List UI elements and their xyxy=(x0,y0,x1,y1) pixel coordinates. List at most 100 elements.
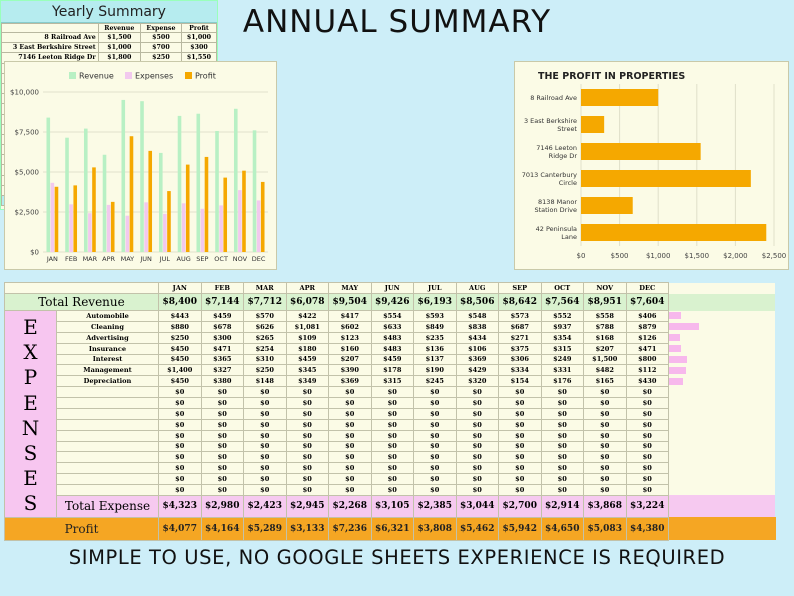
bar-profit xyxy=(185,164,190,252)
total-expense-cell: $3,105 xyxy=(370,494,414,518)
expense-cell: $349 xyxy=(285,375,329,388)
expense-category-label: Depreciation xyxy=(56,375,159,388)
total-expense-cell: $2,268 xyxy=(328,494,372,518)
bar-profit xyxy=(129,136,134,252)
revenue-cell: $8,951 xyxy=(583,293,627,311)
category-label: 8 Railroad Ave xyxy=(530,94,577,102)
expense-cell: $1,500 xyxy=(583,353,627,366)
expense-cell: $0 xyxy=(370,397,414,409)
expense-cell: $471 xyxy=(625,342,669,355)
expense-cell: $0 xyxy=(200,386,244,398)
expense-cell: $0 xyxy=(413,473,457,485)
expense-cell: $0 xyxy=(285,429,329,442)
profit-cell: $4,077 xyxy=(158,516,202,541)
expense-cell: $0 xyxy=(583,440,627,453)
chart-title: THE PROFIT IN PROPERTIES xyxy=(538,71,685,82)
spark-cell xyxy=(668,484,776,496)
total-expense-cell: $2,700 xyxy=(498,494,542,518)
expense-cell: $483 xyxy=(370,331,414,344)
property-profit-bar xyxy=(581,224,767,241)
bar-revenue xyxy=(158,152,163,252)
expense-cell: $0 xyxy=(158,462,202,475)
spark-cell xyxy=(668,343,776,354)
spark-cell xyxy=(668,419,776,431)
monthly-summary-table: JAN FEB MAR APR MAY JUN JUL AUG SEP OCT NOV DEC Tota… xyxy=(4,282,776,541)
expense-cell: $106 xyxy=(455,342,499,355)
profit-cell: $5,942 xyxy=(498,516,542,541)
expense-cell: $320 xyxy=(455,375,499,388)
total-expense-cell: $2,914 xyxy=(540,494,584,518)
expense-row: $0 $0 $0 $0 $0 $0 $0 $0 $0 $0 $0 $0 xyxy=(5,484,776,496)
expense-cell: $0 xyxy=(625,451,669,464)
expense-cell: $0 xyxy=(540,429,584,442)
total-expense-cell: $4,323 xyxy=(158,494,202,518)
expense-cell: $250 xyxy=(243,364,287,377)
total-expense-cell: $2,980 xyxy=(200,494,244,518)
total-expense-cell: $3,868 xyxy=(583,494,627,518)
expense-row: $0 $0 $0 $0 $0 $0 $0 $0 $0 $0 $0 $0 xyxy=(5,451,776,464)
spark-cell xyxy=(668,397,776,409)
expense-cell: $0 xyxy=(158,484,202,496)
category-label: Street xyxy=(557,125,577,133)
expense-cell: $417 xyxy=(328,310,372,322)
category-label: Lane xyxy=(561,233,577,241)
bar-expenses xyxy=(219,205,223,252)
expense-cell: $0 xyxy=(583,451,627,464)
expense-cell: $0 xyxy=(625,386,669,398)
expense-cell: $0 xyxy=(625,473,669,485)
expenses-letter: E xyxy=(23,315,38,339)
profit-cell: $4,164 xyxy=(200,516,244,541)
expense-row: $0 $0 $0 $0 $0 $0 $0 $0 $0 $0 $0 $0 xyxy=(5,386,776,398)
expense-cell: $0 xyxy=(413,386,457,398)
header-spacer xyxy=(4,282,159,294)
expense-cell: $0 xyxy=(328,451,372,464)
expense-cell: $0 xyxy=(285,473,329,485)
expense-cell: $310 xyxy=(243,353,287,366)
expense-cell: $0 xyxy=(540,462,584,475)
expense-cell: $450 xyxy=(158,375,202,388)
spark-cell xyxy=(668,386,776,398)
expense-cell: $0 xyxy=(455,440,499,453)
expense-category-label xyxy=(56,462,159,475)
revenue-cell: $8,506 xyxy=(455,293,499,311)
expense-cell: $112 xyxy=(625,364,669,377)
property-profit-bar xyxy=(581,197,633,214)
expenses-letter: X xyxy=(23,340,38,365)
expense-cell: $406 xyxy=(625,310,669,322)
bar-expenses xyxy=(200,208,205,252)
page-title: ANNUAL SUMMARY xyxy=(242,4,552,40)
spark-cell xyxy=(668,441,776,452)
expense-cell: $0 xyxy=(498,407,542,420)
bar-revenue xyxy=(121,99,126,252)
month-header: JAN xyxy=(158,282,202,294)
month-header-row: JAN FEB MAR APR MAY JUN JUL AUG SEP OCT NOV DEC xyxy=(4,282,776,294)
legend-swatch xyxy=(69,72,76,79)
expense-row: $0 $0 $0 $0 $0 $0 $0 $0 $0 $0 $0 $0 xyxy=(5,473,776,485)
expense-cell: $548 xyxy=(455,310,499,322)
expense-cell: $0 xyxy=(158,386,202,398)
expense-cell: $235 xyxy=(413,331,457,344)
expense-cell: $0 xyxy=(540,440,584,453)
bar-expenses xyxy=(88,213,92,252)
month-header: DEC xyxy=(625,282,669,294)
expense-cell: $0 xyxy=(200,451,244,464)
expenses-letter: N xyxy=(21,415,40,440)
expense-cell: $0 xyxy=(370,386,414,398)
expense-cell: $0 xyxy=(498,386,542,398)
expense-cell: $345 xyxy=(285,364,329,377)
x-tick-label: $1,000 xyxy=(646,252,671,260)
expense-cell: $0 xyxy=(370,407,414,420)
expense-row: $0 $0 $0 $0 $0 $0 $0 $0 $0 $0 $0 $0 xyxy=(5,462,776,475)
spark-cell xyxy=(668,408,776,420)
expense-cell: $0 xyxy=(370,429,414,442)
expense-cell: $1,081 xyxy=(285,320,329,333)
bar-expenses xyxy=(256,200,261,252)
expense-cell: $570 xyxy=(243,310,287,322)
expense-category-label xyxy=(56,473,159,485)
spark-cell xyxy=(668,517,776,541)
expense-cell: $354 xyxy=(540,331,584,344)
bar-revenue xyxy=(46,117,51,252)
expense-cell: $0 xyxy=(583,397,627,409)
expense-cell: $0 xyxy=(455,451,499,464)
expenses-letter: P xyxy=(23,365,38,390)
